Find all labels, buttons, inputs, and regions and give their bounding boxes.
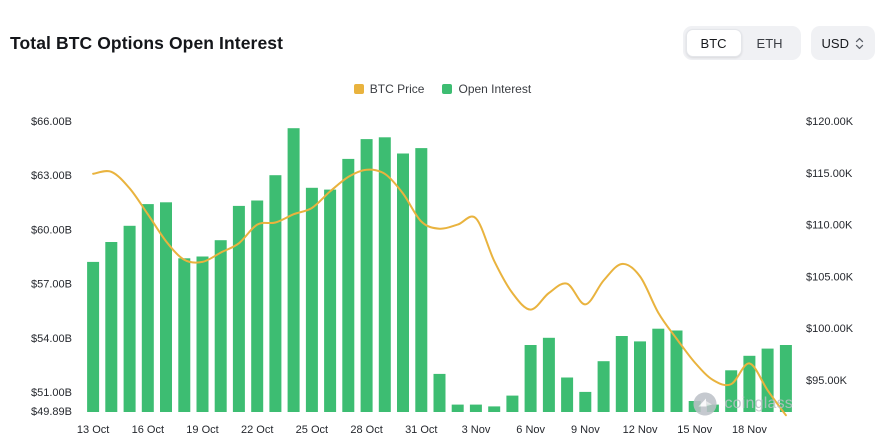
axis-tick-label: $49.89B bbox=[31, 406, 72, 418]
open-interest-bar bbox=[232, 205, 245, 412]
axis-tick-label: $60.00B bbox=[31, 224, 72, 236]
open-interest-swatch bbox=[442, 84, 453, 94]
axis-tick-label: $51.00B bbox=[31, 387, 72, 399]
axis-tick-label: $115.00K bbox=[806, 168, 853, 180]
axis-tick-label: 9 Nov bbox=[571, 424, 600, 436]
axis-tick-label: 15 Nov bbox=[677, 424, 712, 436]
open-interest-bar bbox=[287, 128, 300, 412]
axis-tick-label: $100.00K bbox=[806, 323, 854, 335]
watermark-label: coinglass bbox=[724, 395, 793, 412]
axis-tick-label: 28 Oct bbox=[350, 424, 382, 436]
axis-tick-label: 25 Oct bbox=[296, 424, 328, 436]
legend-label-btc-price: BTC Price bbox=[369, 82, 425, 96]
open-interest-bar bbox=[451, 404, 464, 412]
axis-tick-label: $110.00K bbox=[806, 220, 853, 232]
open-interest-bar bbox=[214, 240, 227, 412]
axis-tick-label: $54.00B bbox=[31, 333, 72, 345]
open-interest-bar bbox=[542, 337, 555, 412]
axis-tick-label: $66.00B bbox=[31, 116, 72, 128]
sort-arrows-icon bbox=[855, 37, 864, 50]
tab-btc[interactable]: BTC bbox=[685, 29, 742, 57]
open-interest-bar bbox=[488, 406, 501, 412]
axis-tick-label: 3 Nov bbox=[462, 424, 491, 436]
legend-item-btc-price[interactable]: BTC Price bbox=[353, 82, 425, 96]
header: Total BTC Options Open Interest BTC ETH … bbox=[0, 0, 885, 60]
open-interest-bar bbox=[524, 345, 537, 412]
open-interest-bar bbox=[433, 373, 446, 412]
open-interest-bar bbox=[269, 175, 282, 412]
open-interest-bar bbox=[506, 395, 519, 412]
open-interest-bar bbox=[579, 391, 592, 412]
open-interest-bar bbox=[141, 204, 154, 412]
currency-dropdown[interactable]: USD bbox=[810, 26, 875, 60]
open-interest-bar bbox=[652, 328, 665, 412]
coinglass-watermark: coinglass bbox=[692, 391, 793, 417]
legend-item-open-interest[interactable]: Open Interest bbox=[442, 82, 531, 96]
open-interest-bar bbox=[615, 336, 628, 412]
legend-label-open-interest: Open Interest bbox=[458, 82, 532, 96]
axis-tick-label: 19 Oct bbox=[186, 424, 218, 436]
currency-label: USD bbox=[821, 35, 849, 51]
axis-tick-label: 16 Oct bbox=[132, 424, 164, 436]
open-interest-bar bbox=[415, 148, 428, 412]
coinglass-logo-icon bbox=[692, 391, 718, 417]
axis-tick-label: 6 Nov bbox=[516, 424, 545, 436]
open-interest-bar bbox=[105, 242, 118, 412]
coin-toggle: BTC ETH bbox=[682, 26, 801, 60]
open-interest-bar bbox=[597, 361, 610, 412]
axis-tick-label: $120.00K bbox=[806, 116, 854, 128]
open-interest-bar bbox=[378, 137, 391, 413]
axis-tick-label: 18 Nov bbox=[732, 424, 767, 436]
open-interest-bar bbox=[469, 404, 482, 412]
btc-price-line bbox=[92, 168, 787, 417]
open-interest-bar bbox=[87, 261, 100, 412]
axis-tick-label: $95.00K bbox=[806, 375, 848, 387]
open-interest-bar bbox=[342, 158, 355, 412]
axis-tick-label: 31 Oct bbox=[405, 424, 437, 436]
btc-price-swatch bbox=[353, 84, 364, 94]
open-interest-bar bbox=[251, 200, 264, 412]
open-interest-bar bbox=[305, 187, 318, 412]
header-controls: BTC ETH USD bbox=[682, 26, 875, 60]
axis-tick-label: $57.00B bbox=[31, 279, 72, 291]
open-interest-bar bbox=[178, 258, 191, 412]
open-interest-bar bbox=[561, 377, 574, 412]
open-interest-bar bbox=[397, 153, 409, 412]
tab-eth[interactable]: ETH bbox=[742, 29, 798, 57]
axis-tick-label: 13 Oct bbox=[77, 424, 109, 436]
page-title: Total BTC Options Open Interest bbox=[10, 32, 284, 53]
open-interest-bar bbox=[670, 330, 683, 412]
open-interest-bars bbox=[87, 128, 792, 413]
axis-tick-label: 22 Oct bbox=[241, 424, 273, 436]
open-interest-bar bbox=[196, 256, 209, 412]
axis-tick-label: 12 Nov bbox=[623, 424, 658, 436]
open-interest-bar bbox=[123, 225, 136, 412]
axis-tick-label: $63.00B bbox=[31, 170, 72, 182]
open-interest-bar bbox=[160, 202, 172, 412]
chart-legend: BTC Price Open Interest bbox=[0, 82, 885, 96]
axis-tick-label: $105.00K bbox=[806, 271, 854, 283]
open-interest-bar bbox=[324, 189, 337, 412]
open-interest-bar bbox=[634, 341, 646, 412]
open-interest-bar bbox=[360, 139, 373, 412]
